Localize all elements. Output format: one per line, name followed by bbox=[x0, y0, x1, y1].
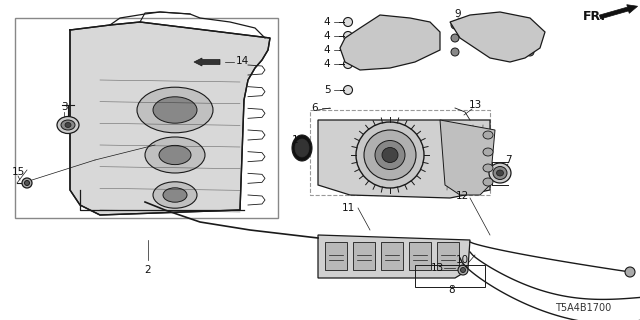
Ellipse shape bbox=[159, 145, 191, 164]
Text: T5A4B1700: T5A4B1700 bbox=[555, 303, 611, 313]
Ellipse shape bbox=[295, 139, 309, 157]
Text: 1: 1 bbox=[292, 135, 298, 145]
Text: 13: 13 bbox=[468, 100, 482, 110]
Ellipse shape bbox=[137, 87, 213, 133]
Text: FR.: FR. bbox=[583, 10, 606, 22]
Ellipse shape bbox=[483, 131, 493, 139]
Circle shape bbox=[461, 268, 465, 273]
Text: 4: 4 bbox=[324, 17, 330, 27]
Text: 2: 2 bbox=[145, 265, 151, 275]
Text: 4: 4 bbox=[324, 45, 330, 55]
Circle shape bbox=[458, 265, 468, 275]
Circle shape bbox=[344, 45, 353, 54]
Ellipse shape bbox=[356, 122, 424, 188]
Ellipse shape bbox=[163, 188, 187, 202]
Bar bbox=[409, 242, 431, 270]
Circle shape bbox=[526, 48, 534, 56]
Polygon shape bbox=[340, 15, 440, 70]
Text: 4: 4 bbox=[324, 31, 330, 41]
Circle shape bbox=[22, 178, 32, 188]
Polygon shape bbox=[318, 235, 470, 278]
Circle shape bbox=[451, 48, 459, 56]
Ellipse shape bbox=[489, 163, 511, 183]
Bar bbox=[15, 18, 278, 218]
Polygon shape bbox=[70, 22, 270, 215]
Ellipse shape bbox=[483, 148, 493, 156]
Circle shape bbox=[625, 267, 635, 277]
Ellipse shape bbox=[483, 164, 493, 172]
Circle shape bbox=[344, 31, 353, 41]
Bar bbox=[437, 242, 459, 270]
FancyArrow shape bbox=[600, 5, 637, 19]
Ellipse shape bbox=[493, 166, 507, 180]
Text: 15: 15 bbox=[12, 167, 24, 177]
Circle shape bbox=[451, 34, 459, 42]
Circle shape bbox=[451, 21, 459, 29]
Text: 7: 7 bbox=[505, 155, 511, 165]
FancyArrow shape bbox=[194, 58, 220, 66]
Ellipse shape bbox=[364, 130, 416, 180]
Circle shape bbox=[344, 85, 353, 94]
Text: 13: 13 bbox=[430, 263, 444, 273]
Polygon shape bbox=[450, 12, 545, 62]
Text: 3: 3 bbox=[61, 102, 67, 112]
Circle shape bbox=[344, 60, 353, 68]
Text: 10: 10 bbox=[456, 255, 468, 265]
Ellipse shape bbox=[65, 123, 71, 127]
Circle shape bbox=[344, 18, 353, 27]
Ellipse shape bbox=[57, 116, 79, 133]
Text: 8: 8 bbox=[449, 285, 455, 295]
Bar bbox=[381, 242, 403, 270]
Polygon shape bbox=[440, 120, 495, 195]
Text: 6: 6 bbox=[312, 103, 318, 113]
Bar bbox=[325, 242, 347, 270]
Ellipse shape bbox=[61, 120, 75, 130]
Text: 12: 12 bbox=[456, 191, 468, 201]
Polygon shape bbox=[318, 120, 490, 198]
Circle shape bbox=[526, 34, 534, 42]
Ellipse shape bbox=[382, 148, 398, 163]
Circle shape bbox=[526, 21, 534, 29]
Ellipse shape bbox=[145, 137, 205, 173]
Ellipse shape bbox=[153, 182, 197, 208]
Ellipse shape bbox=[292, 135, 312, 161]
Ellipse shape bbox=[375, 140, 405, 170]
Ellipse shape bbox=[497, 170, 504, 176]
Bar bbox=[353, 242, 375, 270]
Circle shape bbox=[24, 180, 29, 186]
Text: 5: 5 bbox=[324, 85, 330, 95]
Ellipse shape bbox=[153, 97, 197, 123]
Bar bbox=[310, 110, 490, 195]
Text: 9: 9 bbox=[454, 9, 461, 19]
Text: 4: 4 bbox=[324, 59, 330, 69]
Text: 14: 14 bbox=[236, 56, 248, 66]
Ellipse shape bbox=[483, 178, 493, 186]
Bar bbox=[415, 265, 485, 287]
Text: 11: 11 bbox=[341, 203, 355, 213]
